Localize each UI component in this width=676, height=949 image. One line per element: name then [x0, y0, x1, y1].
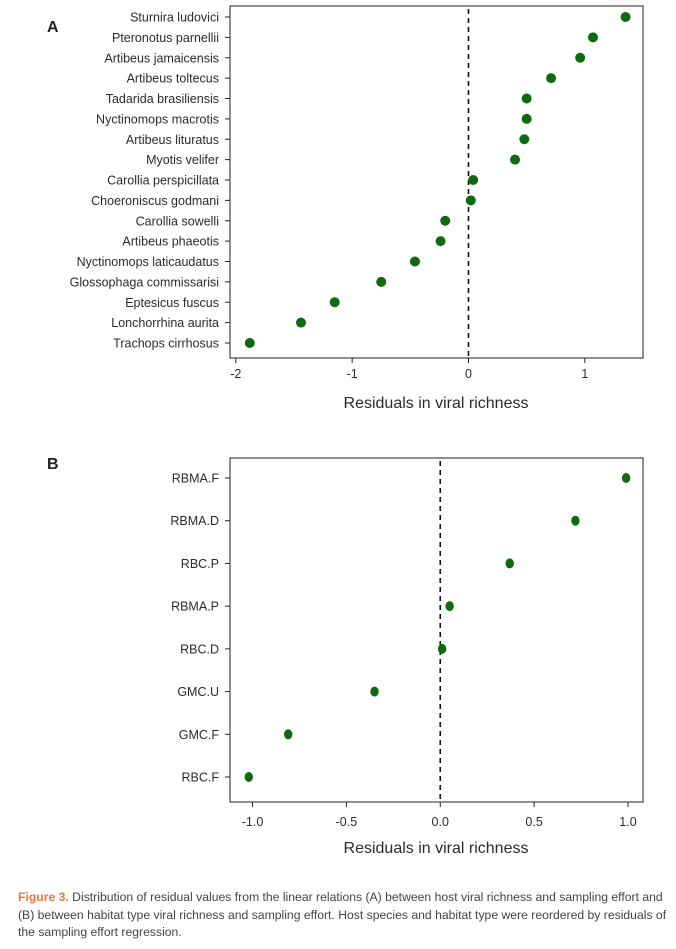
data-point — [435, 236, 446, 247]
data-point — [621, 473, 631, 483]
y-axis-category-label: RBC.F — [182, 771, 220, 785]
data-point — [521, 113, 532, 124]
y-axis-category-label: Carollia perspicillata — [107, 174, 219, 188]
data-point — [440, 215, 451, 226]
y-axis-category-label: Artibeus lituratus — [126, 133, 219, 147]
y-axis-category-label: RBC.D — [180, 642, 219, 656]
x-axis-tick-label: -2 — [230, 367, 241, 381]
figure: A Sturnira ludovici Pteronotus parnellii A… — [47, 5, 644, 857]
data-point — [571, 515, 580, 526]
data-point — [409, 256, 420, 267]
y-axis-category-label: Glossophaga commissarisi — [70, 275, 219, 289]
y-axis-category-label: RBC.P — [181, 557, 219, 571]
data-point — [575, 52, 586, 63]
data-point — [510, 154, 521, 165]
panel-a-label: A — [47, 19, 59, 36]
y-axis-category-label: Pteronotus parnellii — [112, 31, 219, 45]
x-axis-tick-label: 0 — [465, 367, 472, 381]
data-point — [519, 134, 530, 145]
data-point — [521, 93, 532, 104]
y-axis-category-label: Tadarida brasiliensis — [106, 92, 219, 106]
data-point — [505, 558, 514, 569]
y-axis-category-label: GMC.U — [177, 685, 219, 699]
data-point — [295, 317, 306, 328]
data-point — [370, 686, 379, 697]
panel-a-plot-frame — [229, 5, 644, 359]
x-axis-tick-label: 1.0 — [619, 815, 636, 829]
data-point — [465, 195, 476, 206]
y-axis-category-label: Lonchorrhina aurita — [111, 316, 219, 330]
y-axis-category-label: Myotis velifer — [146, 153, 219, 167]
x-axis-tick-label: 0.5 — [525, 815, 542, 829]
data-point — [468, 175, 479, 185]
x-axis-tick-label: -1 — [347, 367, 358, 381]
y-axis-category-label: Artibeus phaeotis — [122, 235, 219, 249]
x-axis-tick-label: -1.0 — [242, 815, 264, 829]
panel-a: A Sturnira ludovici Pteronotus parnellii A… — [47, 5, 644, 412]
y-axis-category-label: RBMA.P — [171, 600, 219, 614]
y-axis-category-label: Choeroniscus godmani — [91, 194, 219, 208]
y-axis-category-label: Nyctinomops laticaudatus — [77, 255, 219, 269]
y-axis-category-label: Eptesicus fuscus — [125, 296, 219, 310]
y-axis-category-label: Carollia sowelli — [136, 214, 219, 228]
y-axis-category-label: RBMA.F — [172, 472, 220, 486]
data-point — [244, 772, 253, 782]
x-axis-tick-label: -0.5 — [336, 815, 358, 829]
data-point — [376, 276, 387, 287]
figure-caption: Figure 3. Distribution of residual value… — [18, 889, 668, 942]
y-axis-category-label: Nyctinomops macrotis — [96, 112, 219, 126]
y-axis-category-label: Trachops cirrhosus — [113, 337, 219, 351]
data-point — [329, 297, 340, 308]
data-point — [283, 729, 293, 740]
panel-a-x-axis-title: Residuals in viral richness — [344, 395, 529, 412]
data-point — [546, 73, 557, 84]
y-axis-category-label: Artibeus toltecus — [127, 72, 219, 86]
data-point — [445, 601, 454, 612]
figure-caption-text: Distribution of residual values from the… — [18, 890, 667, 939]
panel-b-plot-frame — [229, 457, 644, 803]
figure-caption-label: Figure 3. — [18, 890, 69, 904]
data-point — [437, 643, 447, 654]
panel-b-x-axis-title: Residuals in viral richness — [344, 840, 529, 857]
y-axis-category-label: Sturnira ludovici — [130, 11, 219, 25]
data-point — [620, 12, 631, 22]
y-axis-category-label: RBMA.D — [170, 514, 219, 528]
panel-b-label: B — [47, 456, 59, 473]
data-point — [244, 338, 255, 348]
panel-b: B RBMA.F RBMA.D RBC.P RBMA.P RBC.D GMC.U GMC.F… — [47, 456, 644, 857]
x-axis-tick-label: 1 — [581, 367, 588, 381]
x-axis-tick-label: 0.0 — [432, 815, 449, 829]
data-point — [587, 32, 598, 43]
y-axis-category-label: GMC.F — [179, 728, 220, 742]
y-axis-category-label: Artibeus jamaicensis — [104, 51, 219, 65]
